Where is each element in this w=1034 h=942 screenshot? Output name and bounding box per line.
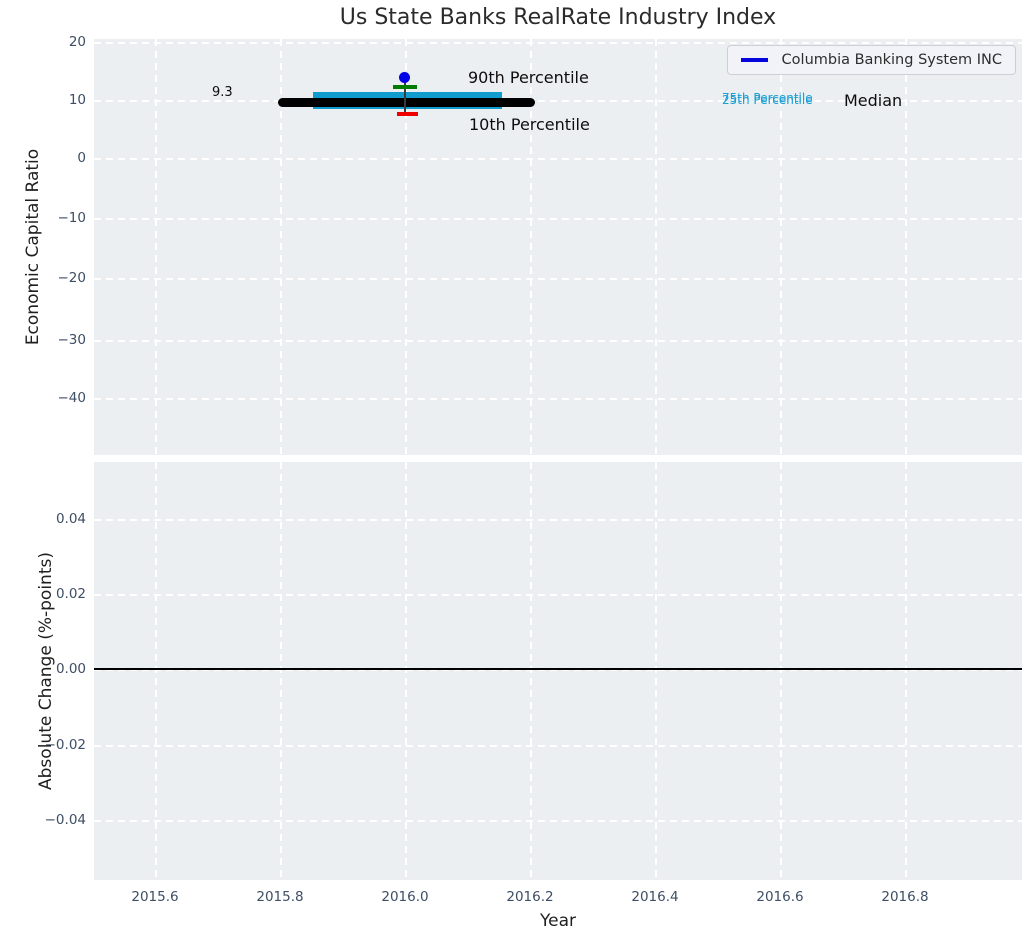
gridline (405, 39, 407, 455)
xtick-label: 2016.0 (381, 889, 429, 905)
gridline (405, 462, 407, 880)
gridline (655, 462, 657, 880)
ytick-label: 0.04 (55, 511, 86, 527)
gridline (155, 462, 157, 880)
p90-cap (393, 85, 417, 89)
gridline (94, 398, 1022, 400)
xtick-label: 2016.2 (506, 889, 554, 905)
chart-title: Us State Banks RealRate Industry Index (339, 5, 777, 30)
xtick-label: 2015.8 (256, 889, 304, 905)
ytick-label: −40 (57, 390, 87, 406)
xtick-label: 2016.6 (756, 889, 804, 905)
gridline (155, 39, 157, 455)
gridline (94, 594, 1022, 596)
top-y-axis-label: Economic Capital Ratio (23, 148, 43, 346)
annotation-median: Median (844, 91, 903, 110)
ytick-label: 0.00 (55, 661, 86, 677)
annotation-75th-percentile: 75th Percentile (722, 91, 813, 105)
legend-label: Columbia Banking System INC (781, 52, 1002, 68)
legend: Columbia Banking System INC (727, 45, 1016, 75)
ytick-label: 0 (77, 150, 86, 166)
company-marker (399, 72, 410, 83)
bottom-y-axis-label: Absolute Change (%-points) (36, 552, 56, 790)
errorbar-vline (404, 78, 406, 114)
gridline (94, 100, 1022, 102)
gridline (94, 278, 1022, 280)
gridline (905, 462, 907, 880)
gridline (530, 39, 532, 455)
ytick-label: −0.02 (44, 737, 86, 753)
gridline (94, 669, 1022, 671)
gridline (94, 820, 1022, 822)
gridline (280, 39, 282, 455)
median-line (278, 98, 535, 107)
p10-cap (397, 112, 418, 116)
gridline (94, 519, 1022, 521)
ytick-label: −10 (57, 210, 87, 226)
gridline (94, 218, 1022, 220)
ytick-label: −20 (57, 270, 87, 286)
gridline (94, 340, 1022, 342)
gridline (780, 462, 782, 880)
ytick-label: 0.02 (55, 586, 86, 602)
xtick-label: 2016.4 (631, 889, 679, 905)
gridline (530, 462, 532, 880)
ytick-label: −30 (57, 332, 87, 348)
top-plot-panel: 90th Percentile 10th Percentile 75th Per… (94, 39, 1022, 455)
annotation-median-value: 9.3 (212, 85, 233, 100)
annotation-25th-percentile: 25th Percentile (722, 92, 813, 107)
xtick-label: 2016.8 (881, 889, 929, 905)
zero-baseline (94, 668, 1022, 670)
xtick-label: 2015.6 (131, 889, 179, 905)
gridline (780, 39, 782, 455)
gridline (94, 158, 1022, 160)
gridline (655, 39, 657, 455)
x-axis-label: Year (540, 911, 576, 931)
bottom-plot-panel (94, 462, 1022, 880)
gridline (905, 39, 907, 455)
ytick-label: 20 (68, 34, 86, 50)
ytick-label: −0.04 (44, 812, 86, 828)
legend-line-sample (741, 58, 768, 62)
gridline (94, 745, 1022, 747)
ytick-label: 10 (68, 92, 86, 108)
annotation-90th-percentile: 90th Percentile (468, 68, 589, 87)
gridline (94, 42, 1022, 44)
gridline (280, 462, 282, 880)
annotation-10th-percentile: 10th Percentile (469, 115, 590, 134)
